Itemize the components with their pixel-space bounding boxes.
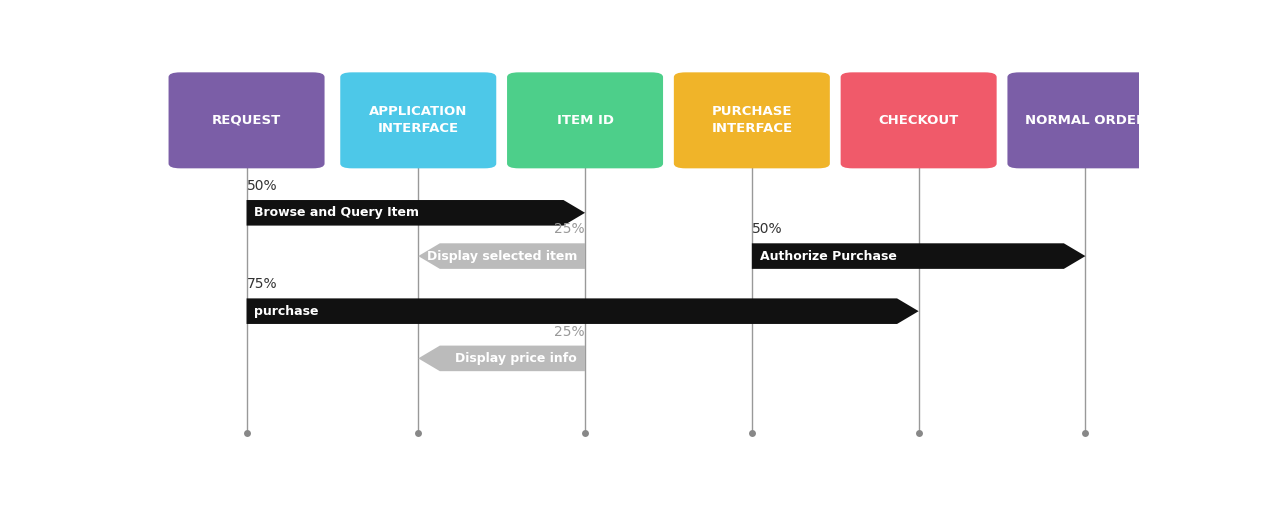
- Text: 25%: 25%: [555, 222, 585, 236]
- Text: 50%: 50%: [247, 179, 277, 193]
- FancyBboxPatch shape: [168, 73, 324, 168]
- Text: Authorize Purchase: Authorize Purchase: [760, 249, 896, 263]
- Polygon shape: [247, 298, 919, 324]
- Text: NORMAL ORDER: NORMAL ORDER: [1024, 114, 1146, 127]
- Text: CHECKOUT: CHECKOUT: [879, 114, 958, 127]
- Text: 50%: 50%: [752, 222, 782, 236]
- Text: purchase: purchase: [254, 305, 319, 318]
- Text: APPLICATION
INTERFACE: APPLICATION INTERFACE: [370, 105, 467, 135]
- Polygon shape: [418, 243, 585, 269]
- Polygon shape: [418, 345, 585, 371]
- Text: 25%: 25%: [555, 324, 585, 338]
- FancyBboxPatch shape: [674, 73, 829, 168]
- Text: Browse and Query Item: Browse and Query Item: [254, 206, 419, 219]
- Polygon shape: [247, 200, 585, 225]
- Text: REQUEST: REQUEST: [211, 114, 281, 127]
- FancyBboxPatch shape: [341, 73, 496, 168]
- Text: ITEM ID: ITEM ID: [557, 114, 614, 127]
- FancyBboxPatch shape: [1008, 73, 1163, 168]
- FancyBboxPatch shape: [841, 73, 996, 168]
- Text: PURCHASE
INTERFACE: PURCHASE INTERFACE: [711, 105, 793, 135]
- Polygon shape: [752, 243, 1085, 269]
- Text: Display selected item: Display selected item: [427, 249, 577, 263]
- FancyBboxPatch shape: [508, 73, 663, 168]
- Text: Display price info: Display price info: [456, 352, 577, 365]
- Text: 75%: 75%: [247, 277, 277, 291]
